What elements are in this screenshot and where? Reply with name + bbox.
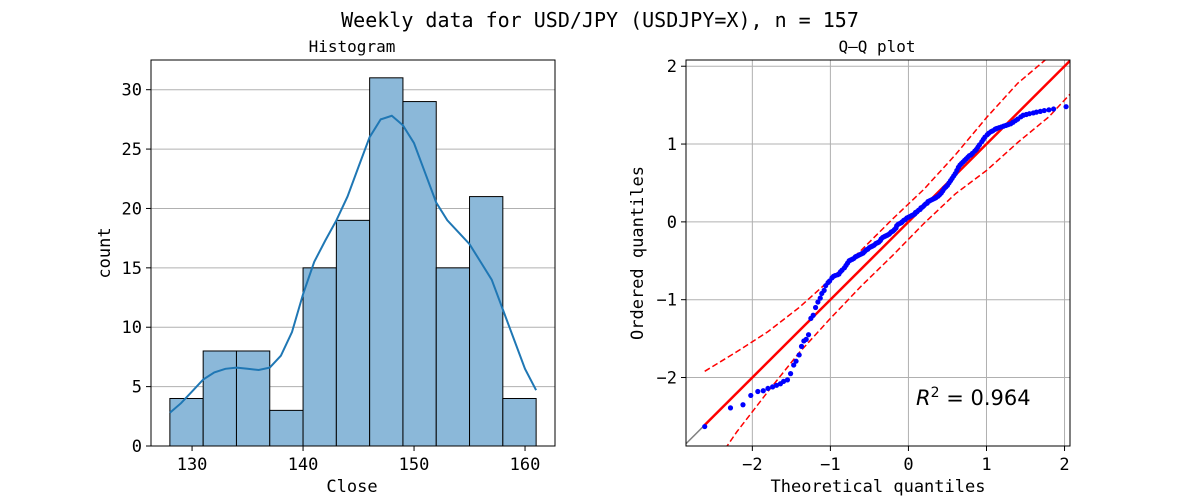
qq-r-squared-annotation: R2 = 0.964	[916, 385, 1031, 410]
histogram-x-ticks: 130 140 150 160	[177, 446, 541, 475]
qq-point	[1033, 109, 1040, 115]
qq-point	[805, 332, 812, 338]
qq-x-tick-label: 0	[903, 455, 913, 475]
qq-point	[1026, 111, 1033, 117]
histogram-y-tick-label: 0	[132, 437, 142, 457]
histogram-y-tick-label: 30	[122, 81, 142, 101]
qq-point	[727, 405, 734, 411]
qq-x-tick-label: −2	[742, 455, 762, 475]
qq-point	[793, 358, 799, 364]
qq-point	[1041, 107, 1047, 114]
histogram-y-tick-label: 10	[122, 318, 142, 338]
histogram-y-ticks: 0 5 10 15 20 25 30	[122, 81, 151, 457]
histogram-x-tick-label: 130	[177, 455, 208, 475]
histogram-bar	[302, 267, 337, 447]
qq-confidence-band	[704, 60, 1070, 446]
histogram-y-tick-label: 25	[122, 140, 142, 160]
qq-panel: Q–Q plot −2 −1 0 1 2 −2 −1 0 1 2 R2 = 0.964 Theo…	[628, 37, 1071, 497]
qq-point	[817, 295, 823, 301]
qq-y-tick-label: 0	[667, 213, 677, 233]
qq-point	[755, 388, 761, 395]
histogram-panel: Histogram 130 140 150 160 0 5 10 15 20 25 30 Clos…	[95, 37, 556, 497]
qq-y-tick-label: −1	[657, 291, 677, 311]
histogram-bar	[369, 77, 404, 447]
qq-point	[784, 377, 791, 383]
histogram-bar	[269, 409, 304, 447]
qq-point	[796, 352, 802, 358]
qq-confidence-band-upper	[704, 60, 1047, 372]
qq-y-tick-label: 2	[667, 57, 677, 77]
histogram-ylabel: count	[95, 227, 115, 278]
qq-ylabel: Ordered quantiles	[628, 166, 648, 340]
qq-y-tick-label: 1	[667, 135, 677, 155]
qq-axes-frame	[685, 59, 1071, 447]
histogram-bar	[202, 350, 237, 447]
histogram-x-tick-label: 160	[510, 455, 541, 475]
histogram-x-tick-label: 150	[399, 455, 430, 475]
qq-point	[798, 343, 805, 349]
histogram-bar	[335, 219, 371, 447]
qq-y-ticks: −2 −1 0 1 2	[657, 57, 686, 389]
qq-point	[1037, 108, 1043, 114]
histogram-title: Histogram	[309, 37, 396, 56]
qq-fit-line	[703, 60, 1070, 426]
qq-x-ticks: −2 −1 0 1 2	[742, 446, 1070, 475]
qq-point	[770, 384, 776, 390]
qq-x-tick-label: 2	[1059, 455, 1069, 475]
qq-x-tick-label: 1	[981, 455, 991, 475]
qq-point	[787, 371, 794, 377]
histogram-axes-frame	[150, 59, 556, 447]
qq-confidence-band-lower	[726, 93, 1070, 446]
qq-title: Q–Q plot	[838, 37, 915, 56]
histogram-y-tick-label: 5	[132, 378, 142, 398]
histogram-kde-line	[169, 114, 537, 414]
qq-xlabel: Theoretical quantiles	[771, 477, 986, 497]
histogram-kde	[169, 114, 537, 414]
qq-point	[760, 388, 766, 394]
qq-x-tick-label: −1	[820, 455, 840, 475]
histogram-y-tick-label: 20	[122, 199, 142, 219]
qq-point	[740, 402, 746, 408]
histogram-bar	[402, 101, 437, 447]
qq-point	[702, 423, 708, 430]
histogram-bar	[169, 397, 204, 447]
qq-point	[815, 299, 821, 305]
histogram-bar	[469, 196, 504, 447]
qq-point	[810, 312, 816, 318]
qq-point	[1046, 107, 1052, 113]
qq-point	[812, 304, 819, 311]
qq-point	[765, 385, 771, 392]
histogram-xlabel: Close	[326, 477, 377, 497]
histogram-y-tick-label: 15	[122, 259, 142, 279]
qq-y-tick-label: −2	[657, 369, 677, 389]
qq-point	[748, 392, 754, 399]
qq-point	[821, 287, 827, 293]
qq-point	[773, 382, 780, 388]
histogram-x-tick-label: 140	[288, 455, 319, 475]
qq-point	[803, 336, 809, 342]
qq-point	[791, 362, 797, 368]
histogram-bars	[169, 77, 537, 447]
qq-point	[1051, 106, 1057, 112]
histogram-bar	[502, 397, 537, 447]
figure-title: Weekly data for USD/JPY (USDJPY=X), n = …	[341, 8, 859, 32]
histogram-bar	[235, 350, 271, 447]
qq-point	[1063, 104, 1069, 110]
histogram-bar	[435, 267, 471, 447]
qq-points	[702, 104, 1069, 430]
qq-gridlines	[686, 60, 1070, 446]
qq-point	[780, 378, 787, 385]
